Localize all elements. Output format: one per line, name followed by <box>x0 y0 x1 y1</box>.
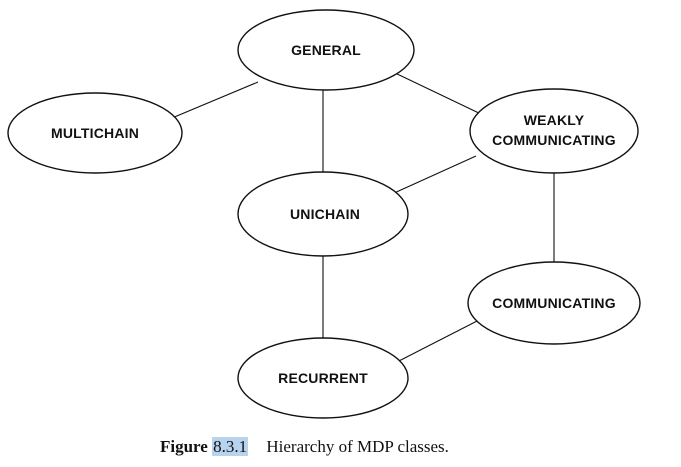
node-general: GENERAL <box>237 9 415 91</box>
node-general-ellipse <box>237 9 415 91</box>
node-communicating-label: COMMUNICATING <box>492 295 616 311</box>
node-weakly-communicating-label-line2: COMMUNICATING <box>492 132 616 148</box>
node-multichain-ellipse <box>7 92 183 174</box>
edge-general-multichain <box>171 81 259 119</box>
figure-word: Figure <box>160 437 208 456</box>
node-multichain-label: MULTICHAIN <box>51 125 139 141</box>
node-weakly-communicating-label-line1: WEAKLY <box>524 112 585 128</box>
mdp-hierarchy-diagram: GENERAL MULTICHAIN WEAKLY COMMUNICATING … <box>7 9 641 419</box>
node-recurrent-ellipse <box>237 337 409 419</box>
edge-weakly-communicating-unichain <box>391 155 477 195</box>
figure-caption: Figure 8.3.1 Hierarchy of MDP classes. <box>160 437 449 457</box>
figure-caption-text: Hierarchy of MDP classes. <box>266 437 449 456</box>
edge-general-weakly-communicating <box>392 71 484 116</box>
node-communicating-ellipse <box>467 261 641 345</box>
node-recurrent: RECURRENT <box>237 337 409 419</box>
node-unichain: UNICHAIN <box>237 171 409 257</box>
node-unichain-label: UNICHAIN <box>290 206 360 222</box>
node-multichain: MULTICHAIN <box>7 92 183 174</box>
node-unichain-ellipse <box>237 171 409 257</box>
edge-communicating-recurrent <box>394 319 480 364</box>
node-communicating: COMMUNICATING <box>467 261 641 345</box>
node-weakly-communicating-ellipse <box>469 88 639 174</box>
node-recurrent-label: RECURRENT <box>278 370 368 386</box>
figure-number[interactable]: 8.3.1 <box>212 437 249 456</box>
node-general-label: GENERAL <box>291 42 361 58</box>
node-weakly-communicating: WEAKLY COMMUNICATING <box>469 88 639 174</box>
